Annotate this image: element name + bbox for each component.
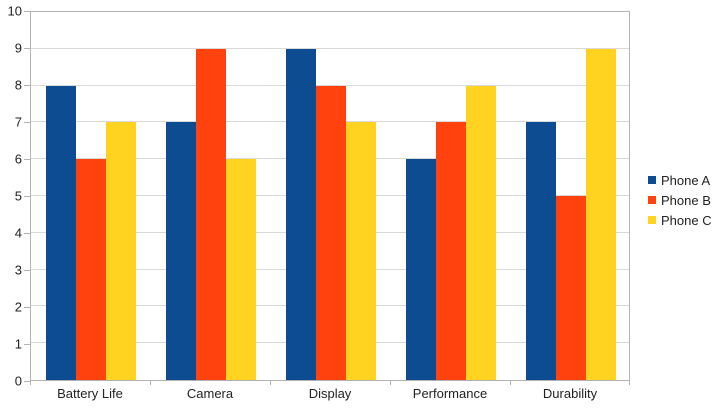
y-axis: 0 1 2 3 4 5 6 7 8 9 10 (0, 4, 30, 389)
bar-group (271, 12, 391, 380)
legend-label: Phone C (661, 212, 712, 228)
x-axis-category-label: Battery Life (57, 386, 123, 401)
x-axis-tick-mark (390, 381, 391, 385)
bar (526, 122, 556, 380)
bar (166, 122, 196, 380)
y-axis-tick-label: 4 (14, 225, 22, 241)
x-axis: Battery Life Camera Display Performance Dura… (30, 381, 630, 407)
legend-item: Phone C (648, 212, 712, 228)
legend-swatch-icon (648, 196, 656, 204)
y-axis-tick-mark (24, 158, 30, 160)
bar (226, 159, 256, 380)
legend-label: Phone B (661, 192, 711, 208)
y-axis-tick-label: 6 (14, 151, 22, 167)
y-axis-tick-label: 9 (14, 40, 22, 56)
x-axis-tick-mark (30, 381, 31, 385)
bar (196, 48, 226, 380)
bar (586, 48, 616, 380)
x-axis-category-label: Performance (412, 386, 488, 401)
y-axis-tick-label: 0 (14, 373, 22, 389)
bar-group (31, 12, 151, 380)
legend-swatch-icon (648, 216, 656, 224)
bar (286, 48, 316, 380)
x-axis-category-label: Durability (542, 386, 598, 401)
y-axis-tick-label: 5 (14, 188, 22, 204)
x-axis-tick-mark (510, 381, 511, 385)
y-axis-tick-label: 8 (14, 77, 22, 93)
y-axis-tick-mark (24, 343, 30, 345)
legend-item: Phone A (648, 172, 712, 188)
y-axis-tick-mark (24, 380, 30, 382)
x-axis-tick-mark (629, 381, 630, 385)
bar-group (151, 12, 271, 380)
y-axis-tick-mark (24, 84, 30, 86)
bar (406, 159, 436, 380)
bar (316, 85, 346, 380)
bar (466, 85, 496, 380)
y-axis-tick-label: 1 (14, 336, 22, 352)
legend: Phone A Phone B Phone C (648, 173, 712, 233)
plot-area (30, 11, 630, 381)
x-axis-category-label: Display (308, 386, 352, 401)
y-axis-tick-mark (24, 269, 30, 271)
y-axis-tick-label: 3 (14, 262, 22, 278)
legend-label: Phone A (661, 172, 711, 188)
x-axis-tick-mark (270, 381, 271, 385)
y-axis-tick-label: 2 (14, 299, 22, 315)
y-axis-tick-label: 7 (14, 114, 22, 130)
y-axis-tick-label: 10 (7, 3, 22, 19)
bar (76, 159, 106, 380)
bar-group (391, 12, 511, 380)
y-axis-tick-mark (24, 47, 30, 49)
gridline (31, 47, 629, 49)
bar (436, 122, 466, 380)
bar (106, 122, 136, 380)
x-axis-category-label: Camera (186, 386, 234, 401)
y-axis-tick-mark (24, 306, 30, 308)
legend-swatch-icon (648, 176, 656, 184)
y-axis-tick-mark (24, 121, 30, 123)
bar (346, 122, 376, 380)
bar (556, 196, 586, 380)
x-axis-tick-mark (150, 381, 151, 385)
y-axis-tick-mark (24, 195, 30, 197)
gridline (31, 84, 629, 86)
bar-group (511, 12, 631, 380)
y-axis-tick-mark (24, 232, 30, 234)
bar (46, 85, 76, 380)
legend-item: Phone B (648, 192, 712, 208)
y-axis-tick-mark (24, 10, 30, 12)
